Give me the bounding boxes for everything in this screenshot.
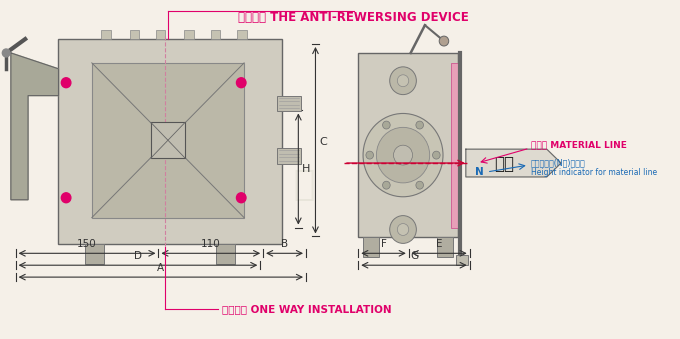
Bar: [85, 244, 104, 264]
Text: 單向裝置 ONE WAY INSTALLATION: 單向裝置 ONE WAY INSTALLATION: [222, 304, 392, 314]
Circle shape: [397, 223, 409, 236]
Bar: [92, 63, 244, 218]
Bar: [101, 30, 111, 39]
Bar: [130, 30, 139, 39]
Text: 逆向裝置 THE ANTI-REWERSING DEVICE: 逆向裝置 THE ANTI-REWERSING DEVICE: [238, 11, 469, 24]
Circle shape: [366, 151, 373, 159]
Text: N: N: [475, 167, 483, 177]
Bar: [358, 53, 458, 237]
Bar: [277, 148, 301, 164]
Text: C: C: [320, 137, 327, 147]
Text: 材料線 MATERIAL LINE: 材料線 MATERIAL LINE: [530, 141, 626, 150]
Circle shape: [61, 78, 71, 88]
Bar: [216, 244, 235, 264]
Circle shape: [394, 145, 413, 165]
Text: B: B: [281, 239, 288, 250]
Text: D: D: [134, 251, 142, 261]
Text: 芊 赫 德 机: 芊 赫 德 机: [191, 168, 316, 202]
Circle shape: [432, 151, 440, 159]
Bar: [237, 30, 247, 39]
Polygon shape: [11, 53, 58, 200]
Bar: [151, 122, 185, 158]
Bar: [58, 39, 282, 244]
Circle shape: [439, 36, 449, 46]
Bar: [437, 237, 454, 257]
Circle shape: [363, 114, 443, 197]
Circle shape: [397, 75, 409, 87]
Circle shape: [237, 193, 246, 203]
Circle shape: [383, 181, 390, 189]
Text: G: G: [410, 251, 418, 261]
Text: 150: 150: [77, 239, 97, 250]
Bar: [211, 30, 220, 39]
Text: A: A: [157, 263, 165, 273]
Circle shape: [390, 216, 416, 243]
Text: F: F: [381, 239, 386, 250]
Circle shape: [383, 121, 390, 129]
Text: H: H: [302, 164, 311, 174]
Bar: [456, 255, 468, 265]
Text: Height indicator for material line: Height indicator for material line: [530, 168, 657, 177]
Polygon shape: [466, 149, 561, 177]
Circle shape: [416, 121, 424, 129]
Circle shape: [416, 181, 424, 189]
Bar: [451, 63, 458, 227]
Text: 平板: 平板: [494, 155, 514, 173]
Circle shape: [390, 67, 416, 95]
Text: E: E: [436, 239, 443, 250]
Bar: [277, 96, 301, 112]
Bar: [156, 30, 165, 39]
Circle shape: [237, 78, 246, 88]
Circle shape: [2, 49, 10, 57]
Circle shape: [377, 127, 430, 183]
Text: 材料線高度(N値)指示尺: 材料線高度(N値)指示尺: [530, 158, 585, 167]
Bar: [363, 237, 379, 257]
Circle shape: [61, 193, 71, 203]
Text: 110: 110: [201, 239, 220, 250]
Bar: [184, 30, 194, 39]
